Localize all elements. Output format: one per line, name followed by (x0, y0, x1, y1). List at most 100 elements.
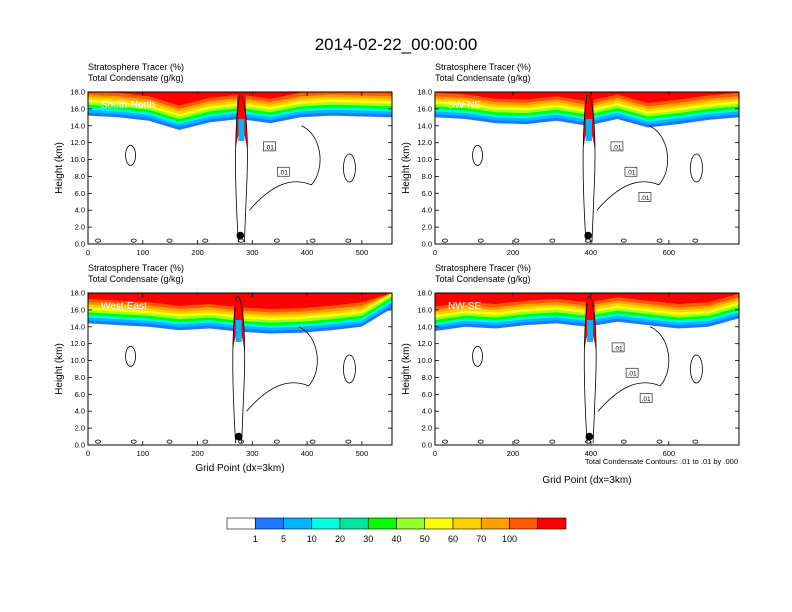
storm-center-marker (234, 432, 243, 441)
x-tick-label: 200 (191, 449, 204, 458)
x-tick-label: 600 (663, 248, 676, 257)
colorbar-label: 70 (476, 534, 486, 544)
y-tick-label: 16.0 (417, 305, 432, 314)
y-tick-label: 2.0 (75, 223, 85, 232)
panel-west-east: Stratosphere Tracer (%)Total Condensate … (54, 263, 393, 474)
condensate-contour-low (477, 439, 484, 444)
condensate-contour-low (273, 238, 280, 243)
y-tick-label: 0.0 (75, 240, 85, 249)
panel-subtitle: Total Condensate (g/kg) (435, 274, 531, 284)
colorbar-label: 40 (391, 534, 401, 544)
colorbar-cell (396, 517, 426, 530)
y-tick-label: 4.0 (422, 407, 432, 416)
colorbar-cell (283, 517, 313, 530)
plot-area: .01 .01 .01 (435, 293, 739, 445)
condensate-contour-low (620, 439, 627, 444)
y-tick-label: 8.0 (422, 373, 432, 382)
y-tick-label: 10.0 (417, 155, 432, 164)
colorbar-label: 60 (448, 534, 458, 544)
y-tick-label: 10.0 (70, 356, 85, 365)
storm-center-marker (585, 432, 594, 441)
condensate-contour-low (513, 439, 520, 444)
contour-label: .01 (612, 144, 621, 151)
contour-label-box (610, 141, 624, 152)
y-tick-label: 2.0 (422, 424, 432, 433)
condensate-contour-low (656, 238, 663, 243)
y-tick-label: 4.0 (422, 206, 432, 215)
condensate-contour-low (345, 238, 352, 243)
condensate-contour-low (477, 238, 484, 243)
y-tick-label: 10.0 (70, 155, 85, 164)
contour-label-box (263, 141, 276, 152)
x-tick-label: 500 (356, 449, 369, 458)
colorbar-label: 20 (335, 534, 345, 544)
panel-subtitle: Stratosphere Tracer (%) (88, 62, 184, 72)
colorbar-cell (254, 517, 284, 530)
y-axis-label: Height (km) (54, 343, 65, 395)
condensate-contour-low (95, 439, 101, 444)
x-tick-label: 400 (585, 449, 598, 458)
panel-sw-ne: Stratosphere Tracer (%)Total Condensate … (401, 62, 740, 257)
panel-south-north: Stratosphere Tracer (%)Total Condensate … (54, 62, 393, 257)
y-tick-label: 14.0 (417, 121, 432, 130)
y-tick-label: 16.0 (70, 305, 85, 314)
panel-subtitle: Stratosphere Tracer (%) (88, 263, 184, 273)
y-axis-label: Height (km) (401, 142, 412, 194)
x-tick-label: 400 (585, 248, 598, 257)
condensate-contour-cell (472, 144, 483, 166)
plume-cold-core (238, 119, 245, 141)
condensate-contour-core (583, 295, 597, 444)
contour-label: .01 (626, 170, 635, 177)
condensate-contour-anvil (249, 125, 321, 211)
colorbar-cell (424, 517, 454, 530)
y-tick-label: 4.0 (75, 407, 85, 416)
plot-area (88, 293, 392, 445)
x-tick-label: 500 (356, 248, 369, 257)
y-tick-label: 12.0 (417, 138, 432, 147)
panel-subtitle: Total Condensate (g/kg) (88, 274, 184, 284)
condensate-contour-cell (125, 144, 136, 166)
x-tick-label: 400 (301, 449, 314, 458)
x-axis-label: Grid Point (dx=3km) (542, 475, 631, 486)
contour-label-box (624, 166, 638, 177)
contour-label: .01 (614, 345, 623, 352)
colorbar-cell (509, 517, 539, 530)
condensate-contour-low (130, 238, 137, 243)
condensate-contour-cell (472, 345, 483, 367)
colorbar-cell (537, 517, 567, 530)
y-tick-label: 6.0 (75, 189, 85, 198)
y-tick-label: 6.0 (422, 189, 432, 198)
panels-group: Stratosphere Tracer (%)Total Condensate … (54, 62, 740, 486)
panel-label: SW-NE (448, 100, 481, 111)
storm-center-marker (236, 231, 245, 240)
contour-label: .01 (642, 396, 651, 403)
y-tick-label: 12.0 (70, 138, 85, 147)
condensate-contour-low (309, 439, 316, 444)
colorbar-label: 5 (281, 534, 286, 544)
y-tick-label: 8.0 (75, 373, 85, 382)
condensate-contour-low (692, 439, 699, 444)
panel-nw-se: Stratosphere Tracer (%)Total Condensate … (401, 263, 740, 486)
y-tick-label: 18.0 (417, 88, 432, 97)
colorbar-label: 100 (502, 534, 517, 544)
condensate-contour-low (549, 238, 556, 243)
condensate-contour-cell (690, 354, 703, 384)
colorbar-cell (226, 517, 256, 530)
plot-area: .01 .01 .01 (435, 92, 739, 244)
y-tick-label: 12.0 (417, 339, 432, 348)
y-tick-label: 8.0 (422, 172, 432, 181)
x-tick-label: 200 (507, 248, 520, 257)
plume-cold-core (585, 119, 592, 141)
x-axis-label: Grid Point (dx=3km) (195, 463, 284, 474)
condensate-contour-low (202, 238, 209, 243)
contour-label: .01 (279, 170, 288, 177)
x-tick-label: 100 (137, 248, 150, 257)
panel-label: South-North (101, 100, 155, 111)
colorbar-cell (339, 517, 369, 530)
colorbar-label: 1 (253, 534, 258, 544)
x-tick-label: 0 (86, 248, 90, 257)
plot-frame (434, 292, 740, 446)
plume-cold-core (235, 320, 242, 342)
condensate-contour-low (273, 439, 280, 444)
y-tick-label: 2.0 (75, 424, 85, 433)
